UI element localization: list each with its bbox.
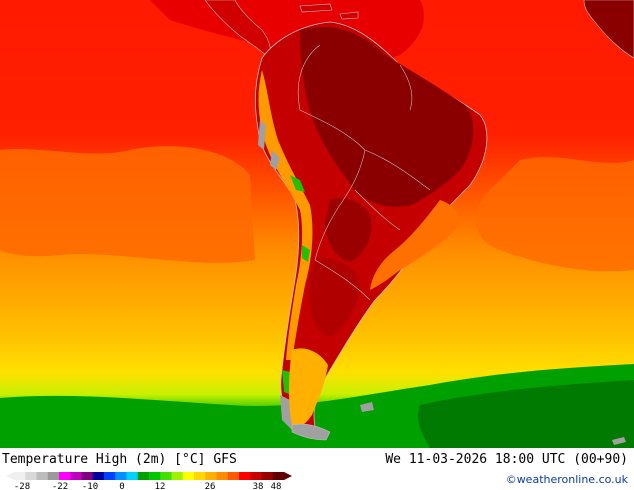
legend-ticks: -28 -22 -10 0 12 26 38 48 — [14, 482, 282, 490]
legend-swatch — [171, 472, 184, 480]
legend-swatch — [25, 472, 37, 480]
color-legend: -28 -22 -10 0 12 26 38 48 — [6, 472, 292, 490]
legend-swatch — [239, 472, 251, 480]
legend-swatch — [160, 472, 172, 480]
south-georgia — [612, 437, 626, 445]
atlantic-orange-zone — [476, 157, 634, 272]
legend-tick-label: 48 — [271, 482, 282, 490]
argentina-hot-core — [309, 258, 360, 336]
legend-swatch — [36, 472, 49, 480]
legend-tick-label: 0 — [119, 482, 124, 490]
legend-swatch — [261, 472, 274, 480]
temperature-map — [0, 0, 634, 448]
legend-swatch — [250, 472, 262, 480]
legend-cap-right — [284, 472, 292, 480]
legend-swatch — [194, 472, 206, 480]
map-title: Temperature High (2m) [°C] GFS — [2, 452, 237, 467]
legend-swatch — [216, 472, 229, 480]
andes-cold-peaks — [282, 175, 310, 395]
tierra-del-fuego — [291, 423, 331, 441]
legend-swatch — [272, 472, 285, 480]
legend-swatch — [126, 472, 139, 480]
legend-swatch — [115, 472, 127, 480]
forecast-datetime: We 11-03-2026 18:00 UTC (00+90) — [385, 452, 628, 467]
legend-cap-left — [6, 472, 14, 480]
legend-swatch — [81, 472, 94, 480]
legend-swatch — [14, 472, 26, 480]
pacific-orange-zone — [0, 146, 255, 263]
caribbean-islands — [299, 3, 359, 20]
country-borders — [297, 44, 431, 301]
legend-swatch — [59, 472, 71, 480]
africa-corner — [583, 0, 634, 59]
legend-swatch — [104, 472, 116, 480]
southern-cold-band-dark — [418, 380, 634, 448]
legend-tick-label: 12 — [155, 482, 166, 490]
legend-tick-label: -10 — [82, 482, 98, 490]
brazil-hot-core — [300, 27, 474, 207]
patagonia — [289, 348, 328, 427]
site-credit[interactable]: ©weatheronline.co.uk — [505, 473, 628, 486]
legend-swatch — [182, 472, 195, 480]
southeast-coast-orange — [370, 200, 458, 290]
legend-tick-label: -28 — [14, 482, 30, 490]
andes-ridge — [258, 70, 313, 360]
legend-swatches — [6, 472, 292, 480]
legend-swatch — [92, 472, 105, 480]
falkland-islands — [360, 402, 374, 412]
bolivia-hot-core — [325, 198, 372, 262]
legend-swatch — [149, 472, 161, 480]
legend-swatch — [205, 472, 217, 480]
legend-tick-label: 38 — [253, 482, 264, 490]
legend-tick-label: 26 — [205, 482, 216, 490]
legend-swatch — [47, 472, 60, 480]
footer: Temperature High (2m) [°C] GFS We 11-03-… — [0, 448, 634, 490]
legend-tick-label: -22 — [52, 482, 68, 490]
legend-swatch — [227, 472, 240, 480]
legend-swatch — [137, 472, 150, 480]
legend-swatch — [70, 472, 82, 480]
